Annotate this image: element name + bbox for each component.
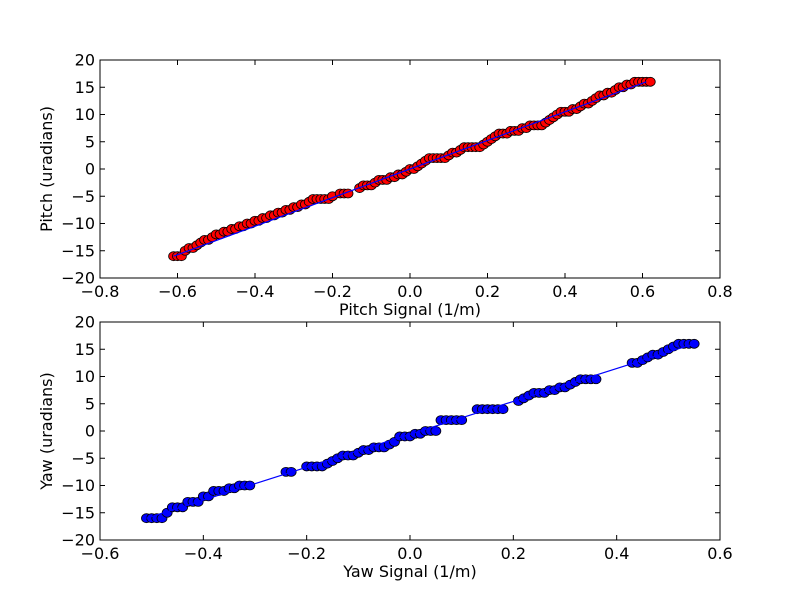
yaw-axes-frame (99, 321, 721, 541)
pitch-y-tick-label: 0 (85, 160, 95, 179)
yaw-fit-line-group (146, 343, 695, 519)
pitch-scatter-plot: −0.8 −0.6 −0.4 −0.2 0.0 0.2 0.4 0.6 0.8 −20 −15 −10… (37, 51, 733, 320)
yaw-x-tick-label: −0.6 (81, 544, 120, 563)
yaw-x-tick-label: 0.6 (707, 544, 732, 563)
yaw-y-tick-label: 10 (75, 367, 95, 386)
pitch-y-tick-label: 15 (75, 78, 95, 97)
yaw-y-tick-label: −5 (71, 449, 95, 468)
yaw-x-tick-label: 0.4 (604, 544, 629, 563)
yaw-y-tick-label: 15 (75, 340, 95, 359)
pitch-x-tick-label: 0.8 (707, 282, 732, 301)
yaw-y-tick-label: −15 (61, 503, 95, 522)
yaw-data-point (430, 426, 442, 436)
pitch-ticks-group: −0.8 −0.6 −0.4 −0.2 0.0 0.2 0.4 0.6 0.8 −20 −15 −10… (61, 51, 732, 302)
yaw-ticks-group: −0.6 −0.4 −0.2 0.0 0.2 0.4 0.6 −20 −15 −10 −5 0 5 10 1… (61, 313, 732, 564)
pitch-x-tick-label: 0.0 (397, 282, 422, 301)
pitch-y-tick-label: −5 (71, 187, 95, 206)
yaw-x-tick-label: 0.0 (397, 544, 422, 563)
yaw-data-point (456, 415, 468, 426)
pitch-y-tick-label: −10 (61, 214, 95, 233)
yaw-x-tick-label: −0.4 (184, 544, 223, 563)
pitch-x-tick-label: 0.4 (552, 282, 577, 301)
yaw-y-tick-label: −10 (61, 476, 95, 495)
pitch-fit-line-group (173, 81, 647, 257)
yaw-y-tick-label: 5 (85, 394, 95, 413)
pitch-y-tick-label: −15 (61, 241, 95, 260)
pitch-x-tick-label: 0.2 (475, 282, 500, 301)
pitch-x-tick-label: 0.6 (630, 282, 655, 301)
yaw-x-tick-label: 0.2 (501, 544, 526, 563)
yaw-y-tick-label: −20 (61, 531, 95, 550)
pitch-y-axis-label: Pitch (uradians) (37, 106, 56, 232)
pitch-x-tick-label: −0.4 (236, 282, 275, 301)
pitch-y-tick-label: 5 (85, 132, 95, 151)
pitch-x-tick-label: −0.2 (313, 282, 352, 301)
yaw-scatter-plot: −0.6 −0.4 −0.2 0.0 0.2 0.4 0.6 −20 −15 −10 −5 0 5 10 1… (37, 313, 733, 582)
pitch-x-tick-label: −0.8 (81, 282, 120, 301)
pitch-fit-line (173, 81, 647, 257)
yaw-x-axis-label: Yaw Signal (1/m) (342, 562, 476, 581)
pitch-data-point (644, 76, 656, 87)
pitch-y-tick-label: 20 (75, 51, 95, 70)
yaw-y-tick-label: 0 (85, 422, 95, 441)
pitch-points-group (168, 76, 656, 262)
yaw-y-tick-label: 20 (75, 313, 95, 332)
pitch-y-tick-label: −20 (61, 269, 95, 288)
pitch-x-tick-label: −0.6 (158, 282, 197, 301)
pitch-y-tick-label: 10 (75, 105, 95, 124)
yaw-x-tick-label: −0.2 (287, 544, 326, 563)
pitch-x-axis-label: Pitch Signal (1/m) (339, 300, 481, 319)
pitch-axes-frame (99, 59, 721, 279)
yaw-fit-line (146, 343, 695, 519)
yaw-y-axis-label: Yaw (uradians) (37, 372, 56, 490)
